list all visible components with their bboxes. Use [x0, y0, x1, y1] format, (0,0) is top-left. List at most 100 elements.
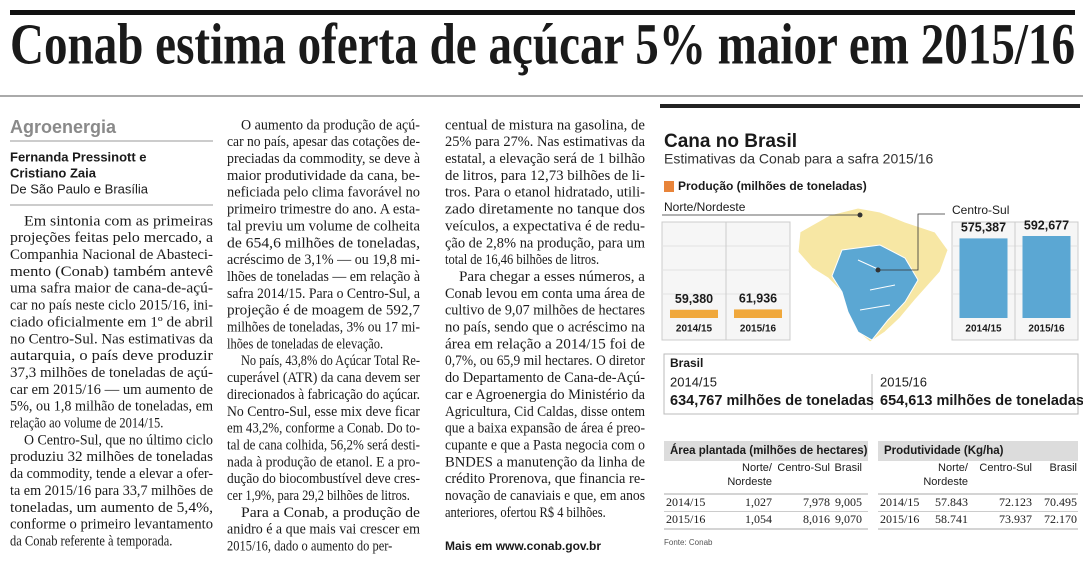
bar-label: 575,387: [961, 221, 1006, 235]
section-label: Agroenergia: [10, 117, 117, 137]
body-line: 5%, ou 1,8 milhão de toneladas, em: [10, 399, 214, 415]
body-line: Em sintonia com as primeiras: [24, 213, 213, 229]
body-line: relação ao volume de 2014/15.: [10, 416, 163, 432]
table-cell: 72.170: [1044, 512, 1077, 526]
body-line: ciado oficialmente em 1º de abril: [10, 314, 213, 330]
body-line: BNDES a manutenção da linha de: [445, 454, 645, 470]
table-cell: 72.123: [999, 495, 1032, 509]
bar-category: 2014/15: [965, 324, 1002, 335]
body-line: cupante e que a Pasta negocia com o: [445, 437, 645, 453]
body-line: produziu 32 milhões de toneladas: [10, 449, 213, 465]
byline: Cristiano Zaia: [10, 165, 97, 180]
body-line: Para chegar a esses números, a: [459, 269, 646, 285]
table-column-header: Nordeste: [923, 476, 968, 488]
table-column-header: Brasil: [1049, 462, 1077, 474]
bar-label: 592,677: [1024, 218, 1069, 232]
table-row-label: 2015/16: [666, 512, 705, 526]
bar: [670, 309, 718, 318]
body-line: anteriores, ofertou R$ 4 bilhões.: [445, 505, 606, 521]
dateline: De São Paulo e Brasília: [10, 181, 149, 196]
body-line: maior produtividade da cana, be-: [227, 168, 420, 184]
body-line: cer 1,9%, para 29,2 bilhões de litros.: [227, 488, 410, 504]
table-cell: 9,005: [835, 495, 862, 509]
body-line: conforme o primeiro levantamento: [10, 517, 213, 533]
body-line: milhões de toneladas, 3% ou 17 mi-: [227, 320, 420, 336]
body-line: No país, 43,8% do Açúcar Total Re-: [241, 353, 420, 369]
table-cell: 70.495: [1044, 495, 1077, 509]
body-line: car no país, apesar das cotações de-: [227, 134, 420, 150]
body-line: dução do biocombustível deve cres-: [227, 471, 420, 487]
table-row-label: 2014/15: [880, 495, 919, 509]
top-rule: [10, 10, 1075, 15]
body-line: preciadas da commodity, se deve à: [227, 151, 421, 167]
infographic-subtitle: Estimativas da Conab para a safra 2015/1…: [664, 151, 933, 167]
body-line: ta em 2015/16 para 33,7 milhões de: [10, 483, 213, 499]
body-line: tros. Para o etanol hidratado, utili-: [445, 185, 645, 201]
body-line: car e Agroenergia do Ministério da: [445, 387, 646, 403]
bar-category: 2015/16: [1028, 324, 1065, 335]
table-column-header: Nordeste: [727, 476, 772, 488]
body-line: total de 16,46 bilhões de litros.: [445, 252, 599, 268]
body-line: que a baixa expansão de área é preo-: [445, 421, 645, 437]
body-line: anidro é a que mais vai crescer em: [227, 522, 421, 538]
body-line: cultivo de 9,07 milhões de hectares: [445, 303, 645, 319]
bar-category: 2015/16: [740, 324, 777, 335]
body-line: no país, sendo que o acréscimo na: [445, 320, 646, 336]
table-header-band: [878, 441, 1078, 461]
table-cell: 1,054: [745, 512, 772, 526]
body-line: direcionados à fabricação do açúcar.: [227, 387, 420, 403]
body-line: 37,3 milhões de toneladas de açú-: [10, 365, 213, 381]
body-line: Agricultura, Cid Caldas, disse ontem: [445, 404, 646, 420]
body-line: novação de canaviais e que, em anos: [445, 488, 645, 504]
table-header-band: [664, 441, 868, 461]
body-line: primeiro trimestre do ano. A esta-: [227, 202, 420, 218]
body-line: lhões de toneladas de elevação.: [227, 336, 383, 352]
table-row-label: 2014/15: [666, 495, 705, 509]
table-column-header: Centro-Sul: [777, 462, 830, 474]
body-line: lhões de toneladas — em relação à: [227, 269, 421, 285]
brasil-value: 634,767 milhões de toneladas: [670, 393, 874, 409]
body-line: veículos, a expectativa é de redu-: [445, 218, 645, 234]
source: Fonte: Conab: [664, 538, 713, 547]
bar: [1022, 236, 1071, 318]
body-line: Para a Conab, a produção de: [241, 505, 420, 521]
legend-label: Produção (milhões de toneladas): [678, 179, 867, 193]
brasil-value: 654,613 milhões de toneladas: [880, 393, 1083, 409]
table-column-header: Norte/: [938, 462, 969, 474]
brazil-map: [662, 207, 949, 343]
body-line: ção de 2,8% na produção, para um: [445, 235, 646, 251]
brasil-title: Brasil: [670, 356, 703, 370]
table-column-header: Norte/: [742, 462, 773, 474]
body-line: de litros, para 12,73 bilhões de li-: [445, 168, 645, 184]
bar: [959, 238, 1008, 318]
body-line: neficiada pelo clima favorável no: [227, 185, 420, 201]
body-line: tal previu um volume de colheita: [227, 218, 421, 234]
body-line: O Centro-Sul, que no último ciclo: [24, 432, 213, 448]
body-line: Conab levou em conta uma área de: [445, 286, 645, 302]
body-line: acréscimo de 3,1% — ou 19,8 mi-: [227, 252, 420, 268]
body-line: 25% para 27%. Nas estimativas da: [445, 134, 646, 150]
body-line: 2015/16, dado o aumento do per-: [227, 539, 392, 555]
body-line: no Centro-Sul. Nas estimativas da: [10, 331, 214, 347]
body-line: car no país neste ciclo 2015/16, ini-: [10, 298, 213, 314]
table-cell: 73.937: [999, 512, 1032, 526]
body-line: mento (Conab) também antevê: [10, 264, 213, 280]
body-line: No Centro-Sul, esse mix deve ficar: [227, 404, 420, 420]
body-line: do Departamento de Cana-de-Açú-: [445, 370, 645, 386]
bar-category: 2014/15: [676, 324, 713, 335]
body-line: cuperável (ATR) da cana devem ser: [227, 370, 420, 386]
brasil-year: 2015/16: [880, 374, 927, 389]
region-label: Norte/Nordeste: [664, 200, 746, 214]
body-line: tal de cana colhida, 56,2% será desti-: [227, 437, 420, 453]
body-line: zado diretamente no tanque dos: [445, 202, 645, 218]
body-line: 0,7%, ou 65,9 mil hectares. O diretor: [445, 353, 645, 369]
brasil-year: 2014/15: [670, 374, 717, 389]
body-line: da Conab referente à temporada.: [10, 533, 172, 549]
body-line: Companhia Nacional de Abasteci-: [10, 247, 213, 263]
table-column-header: Brasil: [834, 462, 862, 474]
body-line: projeção é de moagem de 592,7: [227, 303, 420, 319]
region-label: Centro-Sul: [952, 203, 1009, 217]
bar: [734, 309, 782, 318]
body-line: da commodity, tende a elevar a ofer-: [10, 466, 213, 482]
table-title: Produtividade (Kg/ha): [884, 445, 1004, 457]
